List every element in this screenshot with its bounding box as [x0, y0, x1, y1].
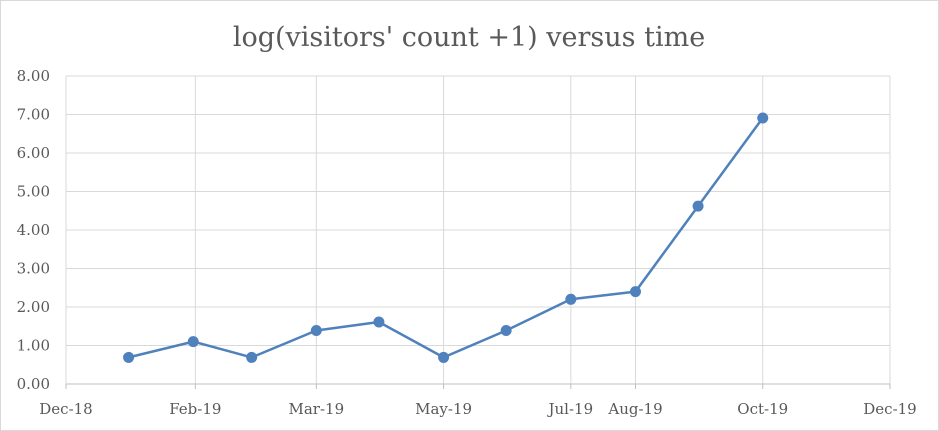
data-point [310, 324, 322, 336]
chart-title: log(visitors' count +1) versus time [233, 22, 705, 53]
y-tick-label: 3.00 [17, 260, 50, 278]
x-tick-label: May-19 [415, 400, 472, 418]
axes [65, 76, 891, 389]
x-tick-label: Mar-19 [289, 400, 345, 418]
y-tick-label: 0.00 [17, 375, 50, 393]
x-tick-label: Dec-18 [39, 400, 92, 418]
x-tick-label: Jul-19 [547, 400, 594, 418]
data-point [757, 112, 769, 124]
series-line [128, 117, 764, 359]
x-tick-label: Oct-19 [737, 400, 788, 418]
data-point [500, 324, 512, 336]
y-tick-label: 6.00 [17, 144, 50, 162]
data-point [692, 200, 704, 212]
data-point [373, 316, 385, 328]
y-tick-label: 4.00 [17, 221, 50, 239]
y-tick-label: 7.00 [17, 106, 50, 124]
y-tick-label: 5.00 [17, 183, 50, 201]
x-tick-label: Dec-19 [863, 400, 916, 418]
series-layer [123, 112, 769, 363]
data-point [629, 286, 641, 298]
data-point [187, 336, 199, 348]
y-tick-label: 2.00 [17, 298, 50, 316]
x-tick-label: Aug-19 [607, 400, 662, 418]
data-point [438, 351, 450, 363]
y-tick-label: 8.00 [17, 67, 50, 85]
y-tick-label: 1.00 [17, 337, 50, 355]
x-tick-label: Feb-19 [169, 400, 221, 418]
gridlines [66, 75, 891, 384]
data-point [123, 351, 135, 363]
y-tick-labels: 0.00 1.00 2.00 3.00 4.00 5.00 6.00 7.00 8.00 [17, 67, 50, 393]
data-point [246, 351, 258, 363]
data-point [565, 293, 577, 305]
x-tick-labels: Dec-18 Feb-19 Mar-19 May-19 Jul-19 Aug-19 Oct-… [39, 400, 916, 418]
